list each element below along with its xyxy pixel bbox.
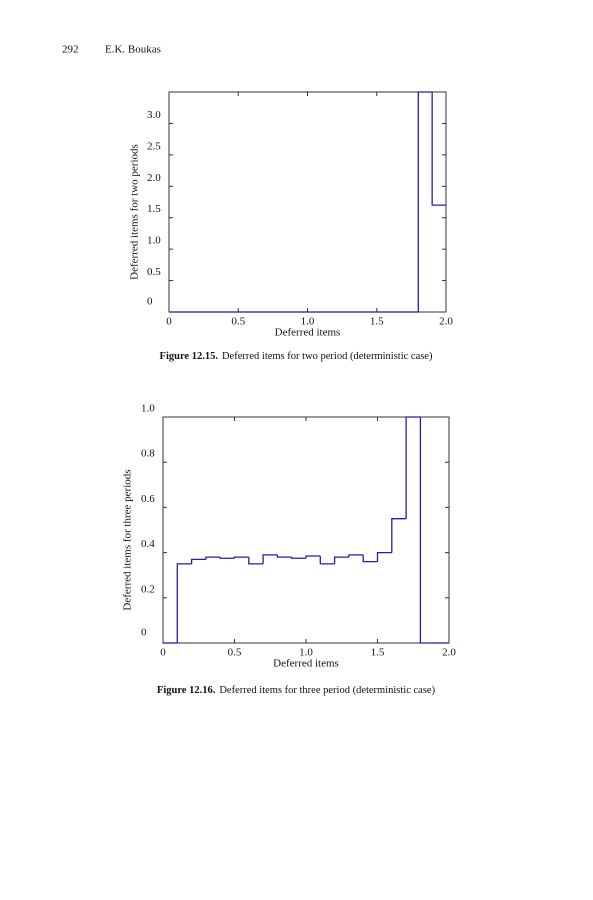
- page-number: 292: [62, 44, 79, 56]
- x-tick-label: 1.0: [299, 647, 313, 659]
- histogram-step: [176, 563, 192, 643]
- histogram-step: [291, 557, 306, 559]
- author: E.K. Boukas: [105, 44, 161, 56]
- caption-label: Figure 12.16.: [157, 685, 216, 696]
- y-tick-label: 0.4: [141, 538, 155, 550]
- y-tick-label: 1.0: [147, 235, 161, 247]
- x-tick-label: 2.0: [442, 647, 456, 659]
- y-axis-label: Deferred items for three periods: [122, 469, 134, 610]
- x-tick-label: 2.0: [439, 316, 453, 328]
- caption-text: Deferred items for two period (determini…: [222, 351, 433, 362]
- histogram-step: [305, 555, 321, 559]
- histogram-step: [362, 554, 378, 563]
- y-tick-label: 1.5: [147, 203, 161, 215]
- figure-caption: Figure 12.16. Deferred items for three pe…: [157, 685, 436, 696]
- histogram-step: [376, 551, 392, 562]
- y-tick-label: 0.8: [141, 448, 155, 460]
- histogram-step: [419, 417, 435, 644]
- histogram-step: [333, 556, 349, 564]
- histogram-step: [405, 416, 421, 519]
- histogram-step: [391, 518, 407, 553]
- y-tick-label: 2.5: [147, 140, 161, 152]
- y-tick-label: 0.2: [141, 583, 155, 595]
- histogram-step: [205, 556, 221, 560]
- x-tick-label: 1.0: [301, 316, 315, 328]
- histogram-step: [276, 554, 292, 558]
- caption-text: Deferred items for three period (determi…: [219, 685, 435, 696]
- plot-frame: [168, 91, 447, 313]
- y-tick-label: 0: [141, 627, 147, 639]
- histogram-step: [248, 557, 264, 565]
- x-tick-label: 1.5: [370, 316, 384, 328]
- histogram-step: [319, 555, 335, 565]
- histogram-step: [417, 91, 433, 312]
- y-tick-label: 0.6: [141, 493, 155, 505]
- histogram-step: [431, 92, 446, 206]
- histogram-step: [348, 554, 364, 558]
- histogram-step: [219, 557, 235, 559]
- caption-label: Figure 12.15.: [160, 351, 219, 362]
- x-tick-label: 1.5: [371, 647, 385, 659]
- y-tick-label: 2.0: [147, 172, 161, 184]
- histogram-step: [190, 558, 206, 564]
- histogram-step: [233, 556, 249, 559]
- x-tick-label: 0.5: [231, 316, 245, 328]
- x-axis-label: Deferred items: [275, 327, 341, 339]
- y-tick-label: 1.0: [141, 403, 155, 415]
- x-tick-label: 0: [160, 647, 166, 659]
- x-tick-label: 0.5: [228, 647, 242, 659]
- x-tick-label: 0: [166, 316, 172, 328]
- x-axis-label: Deferred items: [273, 658, 339, 670]
- histogram-step: [262, 554, 278, 564]
- y-tick-label: 3.0: [147, 109, 161, 121]
- figure-caption: Figure 12.15. Deferred items for two peri…: [160, 351, 433, 362]
- y-axis-label: Deferred items for two periods: [129, 144, 141, 280]
- y-tick-label: 0.5: [147, 266, 161, 278]
- y-tick-label: 0: [147, 296, 153, 308]
